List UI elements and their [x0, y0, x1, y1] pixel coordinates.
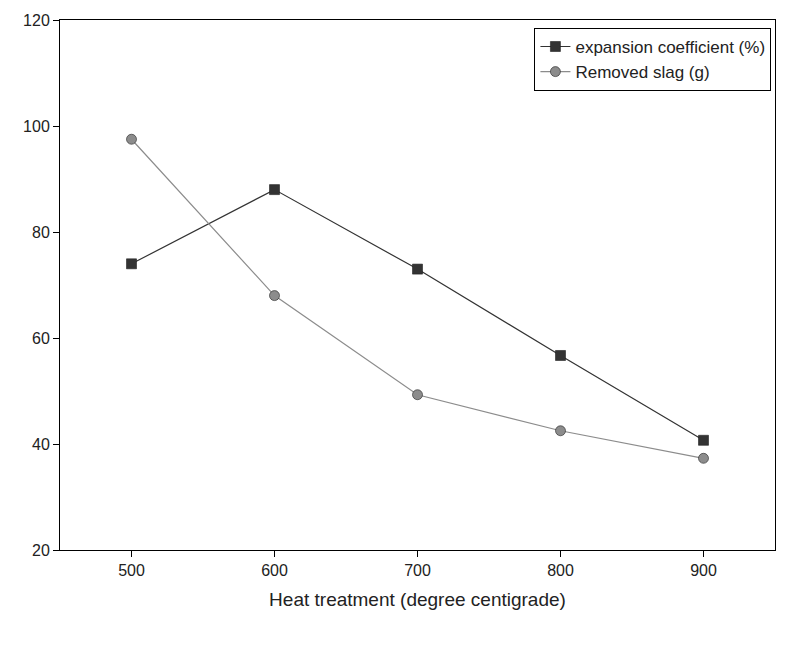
svg-text:500: 500 [118, 562, 145, 579]
svg-text:900: 900 [690, 562, 717, 579]
svg-text:100: 100 [23, 118, 50, 135]
svg-text:700: 700 [404, 562, 431, 579]
svg-text:120: 120 [23, 12, 50, 29]
svg-text:800: 800 [547, 562, 574, 579]
svg-text:expansion coefficient (%): expansion coefficient (%) [575, 38, 765, 57]
svg-text:60: 60 [32, 330, 50, 347]
svg-text:Removed slag (g): Removed slag (g) [575, 63, 709, 82]
svg-text:40: 40 [32, 436, 50, 453]
svg-text:20: 20 [32, 542, 50, 559]
svg-text:80: 80 [32, 224, 50, 241]
svg-text:600: 600 [261, 562, 288, 579]
svg-text:Heat treatment (degree centigr: Heat treatment (degree centigrade) [269, 589, 566, 610]
